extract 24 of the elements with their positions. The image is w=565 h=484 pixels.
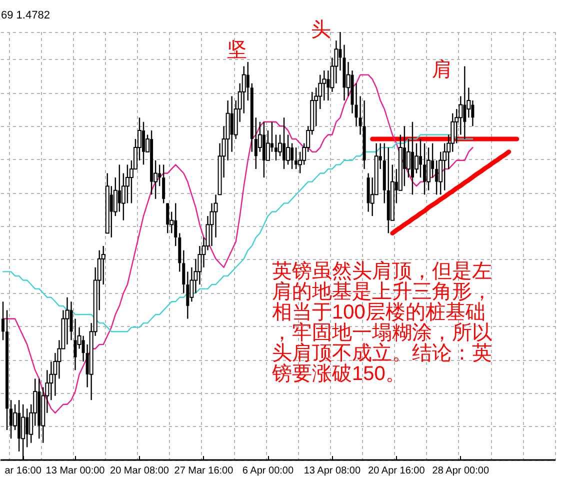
candlestick [246,61,250,102]
annotation: 英镑虽然头肩顶，但是左肩的地基是上升三角形，相当于100层楼的桩基础，牢固地一塌糊涂，所以头肩顶不成立。结论：英镑要涨破150。 [271,260,492,385]
x-tick-label: 20 Apr 16:00 [368,466,426,476]
x-tick-label: 13 Apr 08:00 [304,466,361,476]
candlestick [166,202,170,234]
x-tick-label: 28 Apr 00:00 [432,466,490,476]
candlestick [435,160,438,196]
x-tick-label: 27 Mar 16:00 [174,466,234,476]
x-tick-label: 6 Apr 00:00 [242,466,294,476]
candlestick [414,142,418,174]
x-tick-label: 13 Mar 00:00 [46,466,106,476]
annotation: 头 [311,19,331,41]
annotation: 坚 [227,39,247,61]
annotation: 肩 [432,59,452,81]
x-tick-label: ar 16:00 [4,466,42,476]
x-tick-label: 20 Mar 08:00 [110,466,170,476]
text: 69 1.4782 [1,10,50,22]
candlestick [10,399,13,440]
candlestick [426,146,431,191]
candlestick [423,142,426,196]
candlestick [162,164,166,204]
candlestick [65,296,70,346]
candlestick [294,146,298,170]
candlestick [1,301,4,341]
